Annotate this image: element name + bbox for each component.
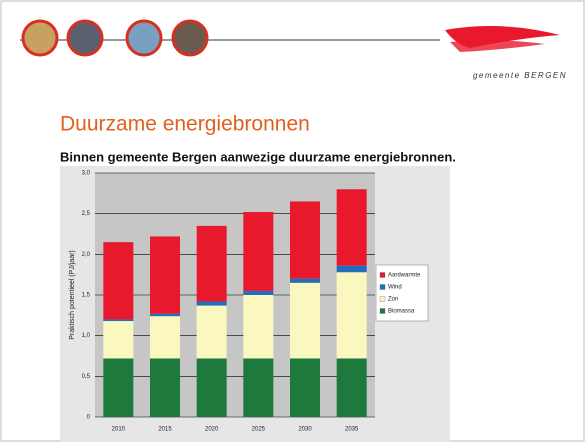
x-tick-label: 2010 [112, 427, 126, 433]
bar-segment [103, 319, 133, 321]
bar-segment [197, 358, 227, 417]
slide-title: Duurzame energiebronnen [60, 113, 310, 136]
bar-segment [103, 358, 133, 417]
bar-segment [290, 283, 320, 359]
bar-segment [337, 358, 367, 417]
x-tick-label: 2025 [252, 427, 266, 433]
bar-segment [197, 226, 227, 302]
bar-segment [337, 189, 367, 265]
legend-label: Wind [388, 285, 402, 291]
legend-swatch [380, 309, 385, 314]
bar-segment [243, 291, 273, 295]
legend-swatch [380, 297, 385, 302]
bar-segment [197, 302, 227, 306]
slide-subtitle: Binnen gemeente Bergen aanwezige duurzam… [60, 149, 456, 164]
x-tick-label: 2015 [158, 427, 172, 433]
legend-label: Biomassa [388, 309, 415, 315]
y-tick-label: 2,5 [82, 211, 91, 217]
bar-segment [197, 306, 227, 359]
legend-label: Aardwarmte [388, 273, 421, 279]
y-tick-label: 3,0 [82, 171, 91, 177]
legend-swatch [380, 273, 385, 278]
bar-segment [290, 201, 320, 278]
legend-swatch [380, 285, 385, 290]
bar-segment [150, 236, 180, 313]
bar-segment [103, 321, 133, 358]
bar-segment [150, 358, 180, 417]
y-tick-label: 0,5 [82, 374, 91, 380]
legend-label: Zon [388, 297, 398, 303]
bar-segment [290, 358, 320, 417]
bar-segment [243, 212, 273, 291]
x-tick-label: 2035 [345, 427, 359, 433]
bar-segment [243, 358, 273, 417]
slide: gemeente BERGEN Duurzame energiebronnen … [0, 0, 585, 442]
y-tick-label: 2,0 [82, 252, 91, 258]
bar-segment [337, 266, 367, 273]
bar-segment [150, 314, 180, 316]
bar-segment [103, 242, 133, 319]
y-tick-label: 1,0 [82, 333, 91, 339]
bar-segment [150, 316, 180, 358]
x-tick-label: 2020 [205, 427, 219, 433]
logo-text: gemeente BERGEN [473, 71, 567, 80]
y-tick-label: 1,5 [82, 293, 91, 299]
bar-segment [337, 272, 367, 358]
x-tick-label: 2030 [298, 427, 312, 433]
bar-segment [290, 279, 320, 283]
y-axis-label: Praktisch potentieel (PJ/jaar) [69, 250, 76, 339]
bar-segment [243, 295, 273, 358]
